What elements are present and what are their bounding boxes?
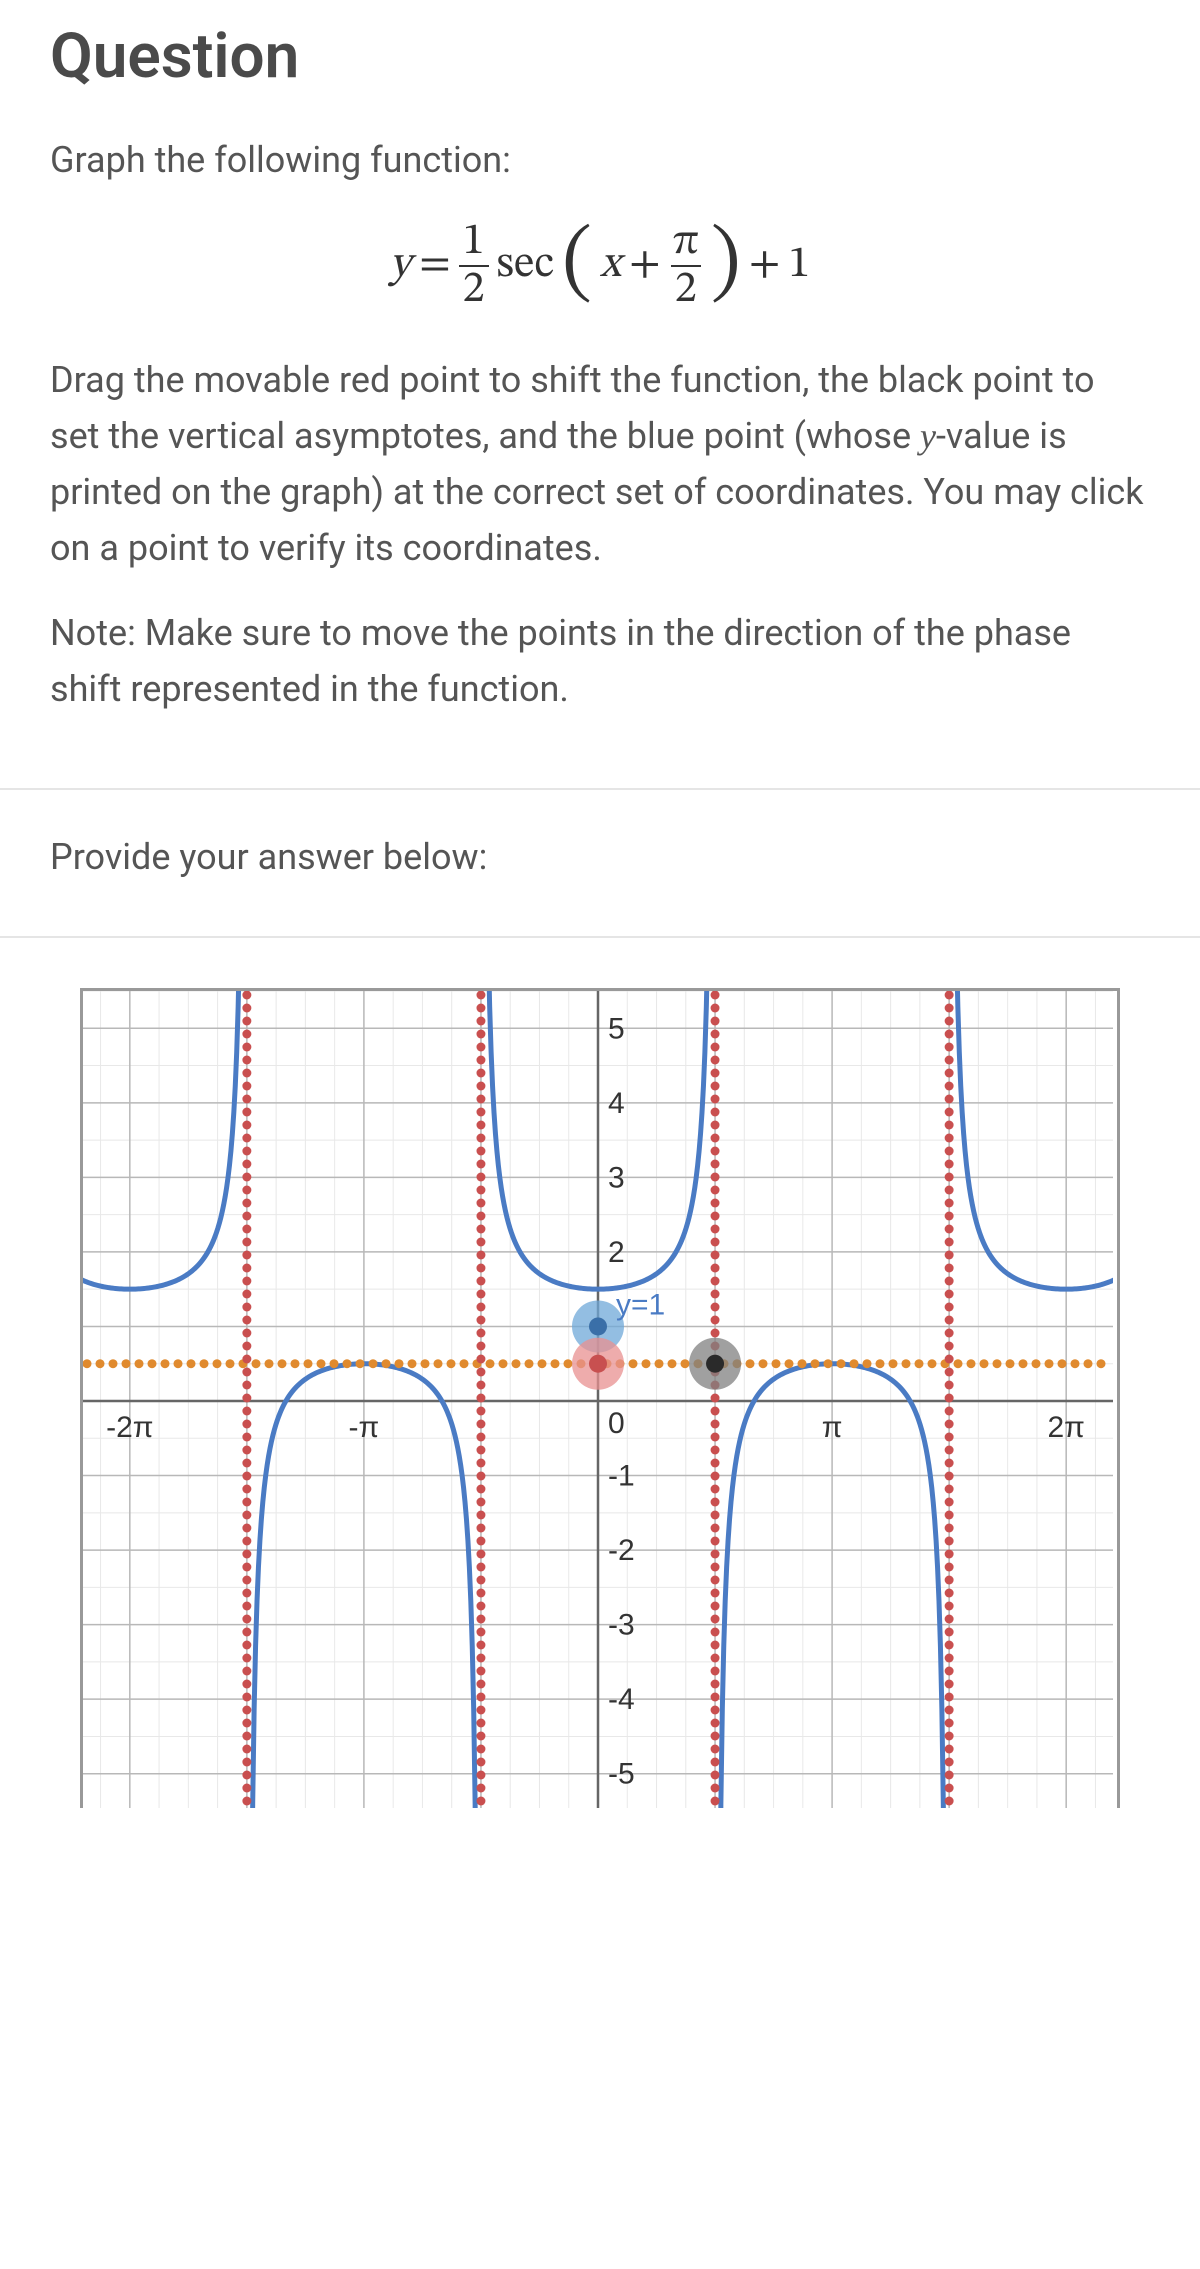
x-tick-label: 2π: [1047, 1411, 1084, 1444]
y-tick-label: -5: [608, 1757, 635, 1790]
y-tick-label: -4: [608, 1683, 635, 1716]
note: Note: Make sure to move the points in th…: [50, 606, 1150, 718]
y-tick-label: -2: [608, 1534, 635, 1567]
formula-rparen: ): [711, 239, 741, 289]
blue-point-label: y=1: [616, 1288, 665, 1321]
y-tick-label: 0: [608, 1407, 625, 1440]
black-point[interactable]: [689, 1337, 741, 1389]
red-point[interactable]: [572, 1337, 624, 1389]
formula-lhs: y: [390, 238, 411, 293]
divider: [0, 936, 1200, 938]
prompt-intro: Graph the following function:: [50, 133, 1150, 189]
x-tick-label: -π: [349, 1411, 380, 1444]
formula-lparen: (: [562, 239, 592, 289]
y-tick-label: 4: [608, 1087, 625, 1120]
x-tick-label: π: [822, 1411, 843, 1444]
formula-coeff: 1 2: [459, 219, 489, 313]
y-tick-label: -1: [608, 1459, 635, 1492]
formula-eq: =: [419, 238, 451, 293]
graph-svg[interactable]: y=1 5 4 3 2 0 -1 -2 -3 -4 -5 -2π -π π 2π: [83, 991, 1113, 1808]
formula-x: x: [600, 238, 621, 293]
instructions: Drag the movable red point to shift the …: [50, 353, 1150, 576]
y-tick-label: 3: [608, 1161, 625, 1194]
question-heading: Question: [50, 20, 1150, 93]
y-tick-label: -3: [608, 1608, 635, 1641]
formula-func: sec: [497, 238, 554, 293]
formula: y = 1 2 sec ( x + π 2 ) + 1: [50, 219, 1150, 313]
answer-prompt: Provide your answer below:: [50, 830, 1150, 886]
y-tick-label: 5: [608, 1012, 625, 1045]
graph[interactable]: y=1 5 4 3 2 0 -1 -2 -3 -4 -5 -2π -π π 2π: [80, 988, 1120, 1808]
formula-shift: π 2: [669, 219, 703, 313]
x-tick-label: -2π: [106, 1411, 153, 1444]
y-tick-label: 2: [608, 1236, 625, 1269]
